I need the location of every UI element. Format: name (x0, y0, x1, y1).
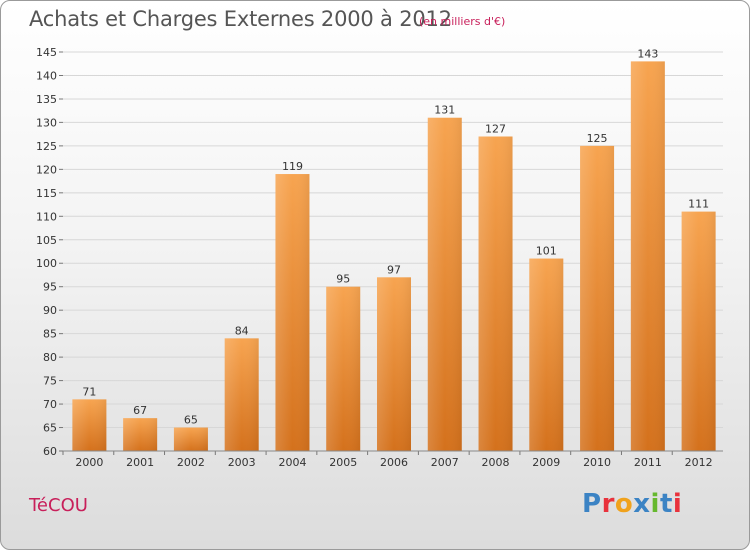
bar-shine (275, 174, 310, 451)
x-tick-label: 2000 (75, 456, 103, 469)
bar-shine (173, 427, 208, 451)
bars: 71 67 65 84 119 95 97 131 127 101 125 143 111 (72, 47, 716, 451)
bar-shine (427, 117, 462, 451)
y-tick-label: 115 (36, 187, 57, 200)
y-tick-label: 130 (36, 116, 57, 129)
bar-2009: 101 (529, 245, 564, 451)
bar-shine (580, 145, 615, 451)
bar-value-label: 95 (336, 273, 350, 286)
logo-letter: P (582, 489, 602, 519)
x-tick-label: 2001 (126, 456, 154, 469)
bar-value-label: 143 (637, 47, 658, 60)
bar-2000: 71 (72, 385, 107, 451)
x-tick-label: 2010 (583, 456, 611, 469)
bar-value-label: 97 (387, 263, 401, 276)
proxiti-logo: Proxiti (582, 489, 682, 519)
x-tick-label: 2002 (177, 456, 205, 469)
bar-2002: 65 (173, 414, 208, 451)
y-tick-label: 120 (36, 163, 57, 176)
x-tick-label: 2005 (329, 456, 357, 469)
bar-value-label: 111 (688, 198, 709, 211)
bar-value-label: 65 (184, 414, 198, 427)
x-tick-label: 2011 (634, 456, 662, 469)
logo-letter: x (633, 489, 651, 519)
logo-letter: t (659, 489, 673, 519)
place-name: TéCOU (29, 495, 88, 516)
bar-shine (529, 258, 564, 451)
x-tick-label: 2012 (685, 456, 713, 469)
logo-letter: i (650, 489, 660, 519)
x-tick-label: 2007 (431, 456, 459, 469)
y-tick-label: 75 (43, 375, 57, 388)
y-tick-label: 105 (36, 234, 57, 247)
chart-title: Achats et Charges Externes 2000 à 2012 (29, 7, 452, 31)
x-tick-label: 2009 (532, 456, 560, 469)
x-tick-label: 2008 (482, 456, 510, 469)
bar-2008: 127 (478, 122, 513, 451)
bar-2010: 125 (580, 132, 615, 451)
bar-value-label: 101 (536, 245, 557, 258)
y-tick-label: 110 (36, 210, 57, 223)
bar-2006: 97 (377, 263, 411, 451)
bar-shine (72, 399, 107, 451)
bar-value-label: 131 (434, 104, 455, 117)
bar-value-label: 127 (485, 122, 506, 135)
bar-value-label: 84 (235, 324, 249, 337)
bar-2011: 143 (630, 47, 665, 451)
y-tick-label: 80 (43, 351, 57, 364)
bar-2004: 119 (275, 160, 310, 451)
bar-value-label: 119 (282, 160, 303, 173)
bar-2005: 95 (326, 273, 361, 451)
y-tick-label: 85 (43, 328, 57, 341)
y-tick-label: 135 (36, 93, 57, 106)
y-tick-label: 100 (36, 257, 57, 270)
bar-shine (377, 277, 411, 451)
bar-shine (630, 61, 665, 451)
y-tick-label: 125 (36, 140, 57, 153)
x-tick-label: 2004 (278, 456, 306, 469)
bar-2001: 67 (123, 404, 158, 451)
y-tick-label: 145 (36, 46, 57, 59)
logo-letter: i (672, 489, 683, 519)
bar-2003: 84 (224, 324, 259, 451)
y-tick-label: 90 (43, 304, 57, 317)
bar-value-label: 67 (133, 404, 147, 417)
y-tick-label: 65 (43, 422, 57, 435)
x-axis-ticks: 2000 2001 2002 2003 2004 2005 2006 2007 2008 2009… (62, 451, 713, 469)
bar-value-label: 125 (587, 132, 608, 145)
y-tick-label: 70 (43, 398, 57, 411)
bar-2012: 111 (681, 198, 716, 451)
bar-shine (326, 286, 361, 451)
x-tick-label: 2003 (228, 456, 256, 469)
logo-letter: o (614, 489, 634, 519)
bar-shine (123, 418, 158, 451)
y-axis-ticks: 60 65 70 75 80 85 90 95 100 105 110 115 120 125 130 135… (36, 46, 63, 458)
y-tick-label: 95 (43, 281, 57, 294)
chart-unit: (en milliers d'€) (419, 15, 506, 28)
bar-2007: 131 (427, 104, 462, 451)
bar-shine (478, 136, 513, 451)
bar-value-label: 71 (82, 385, 96, 398)
bar-shine (681, 211, 716, 451)
x-tick-label: 2006 (380, 456, 408, 469)
bar-shine (224, 338, 259, 451)
logo-letter: r (601, 489, 615, 519)
y-tick-label: 60 (43, 445, 57, 458)
y-tick-label: 140 (36, 69, 57, 82)
